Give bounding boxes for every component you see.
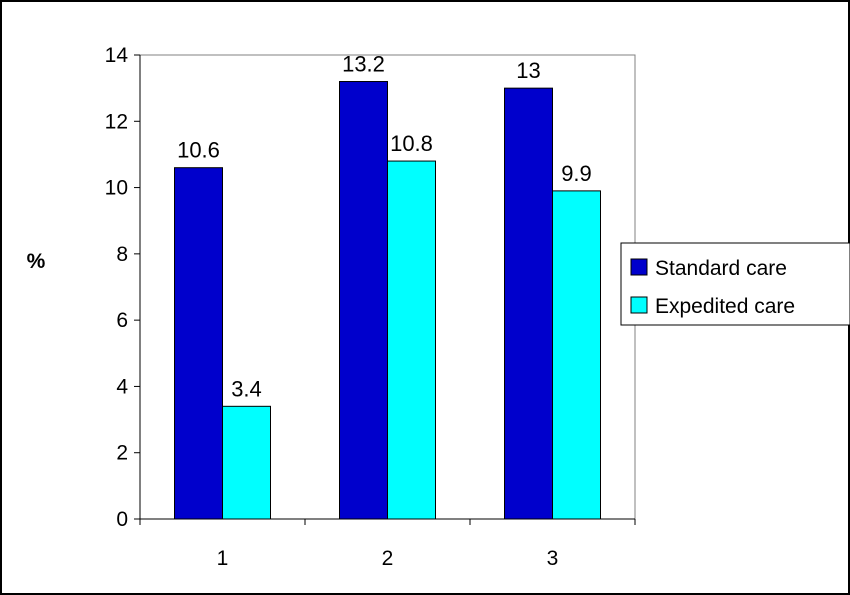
- bars-layer: 10.6 13.2 13 3.4 10.8 9.9: [174, 52, 601, 520]
- data-label: 3.4: [231, 376, 262, 401]
- legend-label: Expedited care: [655, 295, 795, 318]
- bar: [504, 87, 553, 520]
- legend-swatch: [630, 258, 648, 276]
- x-tick-label: 1: [217, 547, 229, 570]
- y-axis-label: %: [27, 250, 46, 273]
- legend-box: [620, 242, 850, 326]
- legend: Standard care Expedited care: [620, 242, 850, 326]
- data-label: 10.6: [177, 138, 220, 163]
- y-tick-label: 2: [116, 442, 128, 465]
- x-tick-label: 3: [547, 547, 559, 570]
- legend-label: Standard care: [655, 257, 787, 280]
- bar: [552, 190, 601, 520]
- bar: [174, 167, 223, 520]
- y-tick-label: 6: [116, 309, 128, 332]
- y-tick-label: 10: [105, 177, 128, 200]
- bar: [387, 160, 436, 520]
- data-label: 9.9: [561, 161, 592, 186]
- y-tick-label: 0: [116, 508, 128, 531]
- x-tick-label: 2: [382, 547, 394, 570]
- bar: [222, 405, 271, 520]
- y-tick-label: 8: [116, 243, 128, 266]
- legend-swatch: [630, 296, 648, 314]
- y-tick-label: 14: [105, 44, 129, 67]
- y-tick-label: 12: [105, 110, 128, 133]
- y-tick-label: 4: [116, 375, 128, 398]
- data-label: 13.2: [342, 52, 385, 77]
- bar: [339, 81, 388, 520]
- data-label: 13: [516, 58, 540, 83]
- data-label: 10.8: [390, 131, 433, 156]
